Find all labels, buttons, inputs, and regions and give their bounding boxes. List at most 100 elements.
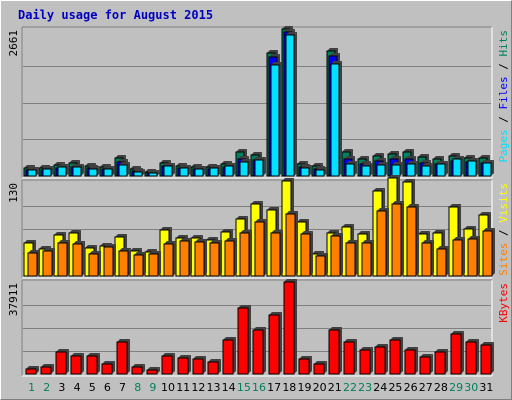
chart-panels: 2661 Pages / Files / Hits 130 Sites / Visit… bbox=[7, 26, 510, 377]
bar-shadow bbox=[56, 349, 69, 352]
bar-shadow bbox=[430, 354, 433, 374]
bar-shadow bbox=[433, 230, 445, 233]
bar-shadow bbox=[483, 160, 494, 163]
bar-shadow bbox=[344, 156, 355, 159]
bar-pages-day-26 bbox=[406, 163, 416, 177]
bar-shadow bbox=[132, 364, 145, 367]
bar-shadow bbox=[69, 230, 81, 233]
bar-shadow bbox=[58, 164, 69, 167]
bar-shadow bbox=[117, 159, 128, 162]
max-value-label: 130 bbox=[7, 183, 20, 203]
bar-shadow bbox=[299, 356, 312, 359]
legend- /: / bbox=[497, 223, 510, 243]
bar-shadow bbox=[28, 250, 40, 253]
bar-shadow bbox=[375, 344, 388, 347]
bar-shadow bbox=[294, 279, 297, 374]
bar-shadow bbox=[203, 166, 206, 176]
bar-shadow bbox=[81, 164, 84, 176]
bar-shadow bbox=[113, 244, 116, 276]
bar-kbytes-day-23 bbox=[359, 349, 371, 375]
bar-shadow bbox=[284, 279, 297, 282]
legend-pages: Pages bbox=[497, 129, 510, 162]
bar-shadow bbox=[28, 167, 39, 170]
day-label-8: 8 bbox=[134, 381, 141, 394]
bar-kbytes-day-8 bbox=[131, 366, 143, 375]
bar-sites-day-11 bbox=[179, 240, 190, 277]
bar-shadow bbox=[329, 327, 342, 330]
bar-kbytes-day-2 bbox=[40, 366, 52, 375]
bar-shadow bbox=[388, 151, 399, 154]
bar-shadow bbox=[188, 165, 191, 176]
bar-shadow bbox=[342, 149, 353, 152]
bar-shadow bbox=[210, 165, 221, 168]
bar-shadow bbox=[81, 353, 84, 374]
bar-shadow bbox=[453, 156, 464, 159]
bar-sites-day-5 bbox=[88, 253, 99, 277]
bar-shadow bbox=[43, 166, 54, 169]
bar-shadow bbox=[263, 327, 266, 374]
bar-sites-day-3 bbox=[57, 242, 68, 277]
bar-shadow bbox=[162, 353, 175, 356]
bar-shadow bbox=[58, 240, 70, 243]
bar-shadow bbox=[301, 165, 312, 168]
bar-pages-day-12 bbox=[194, 168, 204, 177]
max-value-label: 2661 bbox=[7, 30, 20, 57]
bar-shadow bbox=[269, 54, 280, 57]
bar-shadow bbox=[253, 327, 266, 330]
bar-pages-day-17 bbox=[270, 64, 280, 177]
bar-shadow bbox=[390, 337, 403, 340]
bar-pages-day-4 bbox=[72, 166, 82, 177]
bar-shadow bbox=[449, 204, 461, 207]
bar-shadow bbox=[164, 163, 175, 166]
bar-shadow bbox=[370, 347, 373, 374]
bar-shadow bbox=[316, 253, 328, 256]
bar-shadow bbox=[164, 241, 176, 244]
bar-sites-day-28 bbox=[436, 248, 447, 277]
bar-shadow bbox=[346, 161, 357, 164]
legend: KBytes bbox=[497, 283, 510, 323]
bar-shadow bbox=[26, 366, 39, 369]
bar-shadow bbox=[445, 349, 448, 374]
bar-shadow bbox=[392, 201, 404, 204]
day-label-20: 20 bbox=[313, 381, 327, 394]
day-label-31: 31 bbox=[479, 381, 493, 394]
chart-title: Daily usage for August 2015 bbox=[18, 8, 213, 22]
bar-shadow bbox=[43, 248, 55, 251]
bar-shadow bbox=[219, 240, 222, 276]
bar-sites-day-10 bbox=[163, 243, 174, 277]
bar-shadow bbox=[104, 166, 115, 169]
bar-sites-day-12 bbox=[194, 241, 205, 277]
bar-pages-day-25 bbox=[391, 164, 401, 177]
bar-shadow bbox=[255, 157, 266, 160]
series-kbytes bbox=[25, 279, 494, 375]
bar-shadow bbox=[208, 359, 221, 362]
bar-shadow bbox=[115, 155, 126, 158]
day-label-18: 18 bbox=[282, 381, 296, 394]
bar-shadow bbox=[491, 342, 494, 374]
day-label-9: 9 bbox=[149, 381, 156, 394]
bar-shadow bbox=[309, 165, 312, 176]
day-label-11: 11 bbox=[176, 381, 190, 394]
bar-pages-day-10 bbox=[163, 165, 173, 177]
bar-sites-day-21 bbox=[330, 235, 341, 277]
bar-pages-day-28 bbox=[436, 163, 446, 177]
bar-shadow bbox=[188, 355, 191, 374]
bar-shadow bbox=[238, 305, 251, 308]
day-label-30: 30 bbox=[464, 381, 478, 394]
bar-shadow bbox=[340, 233, 343, 276]
bar-shadow bbox=[51, 166, 54, 176]
bar-shadow bbox=[271, 230, 283, 233]
bar-shadow bbox=[400, 337, 403, 374]
bar-shadow bbox=[160, 160, 171, 163]
bar-shadow bbox=[269, 312, 282, 315]
bar-shadow bbox=[157, 170, 160, 176]
bar-shadow bbox=[358, 231, 370, 234]
bar-shadow bbox=[286, 211, 298, 214]
bar-shadow bbox=[309, 356, 312, 374]
bar-shadow bbox=[115, 234, 127, 237]
bar-shadow bbox=[386, 208, 389, 276]
bar-shadow bbox=[203, 356, 206, 374]
bar-kbytes-day-17 bbox=[268, 314, 280, 375]
bar-shadow bbox=[223, 337, 236, 340]
bar-kbytes-day-27 bbox=[419, 356, 431, 375]
